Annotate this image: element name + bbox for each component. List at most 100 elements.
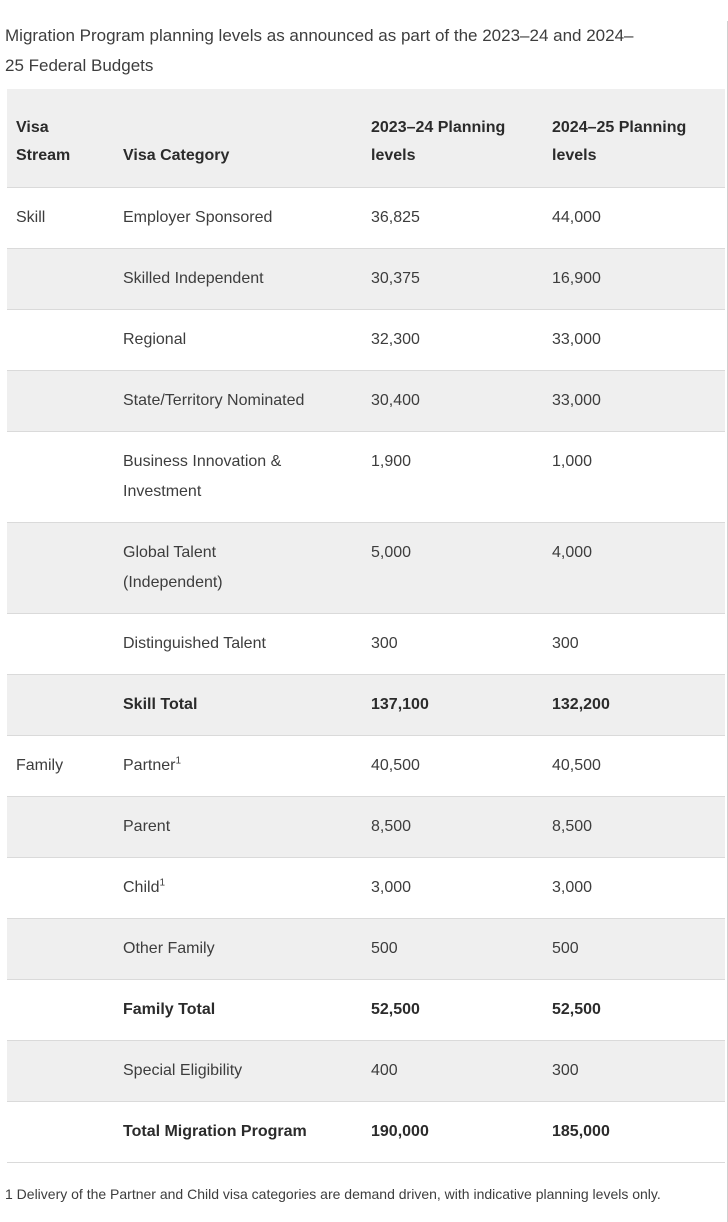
planning-level-2024-25: 44,000	[552, 209, 601, 226]
cell-visa-stream	[7, 858, 123, 919]
cell-visa-stream: Skill	[7, 188, 123, 249]
cell-visa-stream	[7, 675, 123, 736]
visa-category-label: Other Family	[123, 940, 215, 957]
cell-visa-stream	[7, 249, 123, 310]
migration-program-table: Visa Stream Visa Category 2023–24 Planni…	[7, 89, 725, 1163]
cell-2023-24-value: 8,500	[371, 797, 552, 858]
cell-2023-24-value: 3,000	[371, 858, 552, 919]
cell-visa-category: Other Family	[123, 919, 371, 980]
visa-category-label: Business Innovation & Investment	[123, 453, 282, 500]
visa-category-label: Special Eligibility	[123, 1062, 243, 1079]
planning-level-2023-24: 400	[371, 1062, 398, 1079]
visa-category-label: Global Talent (Independent)	[123, 544, 223, 591]
cell-visa-category: Skilled Independent	[123, 249, 371, 310]
visa-stream-label: Skill	[16, 209, 46, 226]
footnote: 1 Delivery of the Partner and Child visa…	[5, 1186, 661, 1202]
cell-2024-25-value: 132,200	[552, 675, 725, 736]
cell-visa-stream	[7, 919, 123, 980]
table-row: Distinguished Talent 300 300	[7, 613, 725, 675]
planning-level-2024-25: 52,500	[552, 1001, 601, 1018]
cell-2024-25-value: 3,000	[552, 858, 725, 919]
cell-2023-24-value: 40,500	[371, 736, 552, 797]
cell-visa-category: Global Talent (Independent)	[123, 523, 371, 614]
planning-levels-table: Visa Stream Visa Category 2023–24 Planni…	[7, 89, 725, 1163]
cell-2024-25-value: 16,900	[552, 249, 725, 310]
planning-level-2023-24: 1,900	[371, 453, 412, 470]
visa-category-label: Parent	[123, 818, 171, 835]
cell-2024-25-value: 300	[552, 614, 725, 675]
cell-2023-24-value: 137,100	[371, 675, 552, 736]
planning-level-2024-25: 3,000	[552, 879, 593, 896]
planning-level-2024-25: 500	[552, 940, 579, 957]
column-header-visa-category: Visa Category	[123, 147, 230, 164]
table-row: Total Migration Program 190,000 185,000	[7, 1101, 725, 1163]
table-row: Special Eligibility 400 300	[7, 1040, 725, 1102]
cell-visa-category: Family Total	[123, 980, 371, 1041]
cell-2023-24-value: 32,300	[371, 310, 552, 371]
cell-visa-category: Partner1	[123, 736, 371, 797]
page-title: Migration Program planning levels as ann…	[5, 26, 634, 75]
visa-category-label: Skilled Independent	[123, 270, 264, 287]
cell-2023-24-value: 1,900	[371, 432, 552, 523]
planning-level-2024-25: 4,000	[552, 544, 593, 561]
table-row: State/Territory Nominated 30,400 33,000	[7, 370, 725, 432]
cell-2024-25-value: 1,000	[552, 432, 725, 523]
planning-level-2023-24: 137,100	[371, 696, 429, 713]
visa-category-label: Family Total	[123, 1001, 216, 1018]
cell-visa-category: Employer Sponsored	[123, 188, 371, 249]
cell-visa-category: State/Territory Nominated	[123, 371, 371, 432]
planning-level-2023-24: 300	[371, 635, 398, 652]
column-header-visa-stream: Visa Stream	[16, 119, 71, 164]
cell-visa-category: Regional	[123, 310, 371, 371]
cell-visa-category: Business Innovation & Investment	[123, 432, 371, 523]
cell-2024-25-value: 52,500	[552, 980, 725, 1041]
cell-visa-category: Total Migration Program	[123, 1102, 371, 1163]
visa-category-label: State/Territory Nominated	[123, 392, 305, 409]
planning-level-2023-24: 30,375	[371, 270, 420, 287]
cell-2024-25-value: 4,000	[552, 523, 725, 614]
cell-2023-24-value: 30,400	[371, 371, 552, 432]
planning-level-2023-24: 3,000	[371, 879, 412, 896]
table-row: Skill Employer Sponsored 36,825 44,000	[7, 187, 725, 249]
planning-level-2023-24: 5,000	[371, 544, 412, 561]
planning-level-2023-24: 36,825	[371, 209, 420, 226]
table-row: Skill Total 137,100 132,200	[7, 674, 725, 736]
table-row: Child1 3,000 3,000	[7, 857, 725, 919]
visa-category-label: Child	[123, 879, 160, 896]
visa-category-label: Total Migration Program	[123, 1123, 307, 1140]
table-row: Global Talent (Independent) 5,000 4,000	[7, 522, 725, 614]
planning-level-2024-25: 8,500	[552, 818, 593, 835]
planning-level-2023-24: 52,500	[371, 1001, 420, 1018]
cell-2024-25-value: 500	[552, 919, 725, 980]
cell-visa-category: Special Eligibility	[123, 1041, 371, 1102]
column-header-2023-24-planning-levels: 2023–24 Planning levels	[371, 119, 506, 164]
planning-level-2023-24: 30,400	[371, 392, 420, 409]
column-header-2024-25-planning-levels: 2024–25 Planning levels	[552, 119, 687, 164]
table-row: Other Family 500 500	[7, 918, 725, 980]
planning-level-2023-24: 500	[371, 940, 398, 957]
visa-category-label: Skill Total	[123, 696, 198, 713]
cell-2023-24-value: 5,000	[371, 523, 552, 614]
planning-level-2024-25: 33,000	[552, 331, 601, 348]
cell-visa-stream	[7, 371, 123, 432]
cell-2023-24-value: 30,375	[371, 249, 552, 310]
cell-visa-category: Child1	[123, 858, 371, 919]
cell-2023-24-value: 36,825	[371, 188, 552, 249]
table-header: Visa Stream Visa Category 2023–24 Planni…	[7, 89, 725, 188]
table-row: Family Partner1 40,500 40,500	[7, 735, 725, 797]
visa-category-label: Employer Sponsored	[123, 209, 273, 226]
footnote-marker: 1	[175, 755, 182, 767]
cell-2023-24-value: 52,500	[371, 980, 552, 1041]
cell-visa-stream: Family	[7, 736, 123, 797]
cell-visa-stream	[7, 310, 123, 371]
header-row: Visa Stream Visa Category 2023–24 Planni…	[7, 89, 725, 188]
cell-2023-24-value: 400	[371, 1041, 552, 1102]
table-row: Family Total 52,500 52,500	[7, 979, 725, 1041]
cell-2023-24-value: 300	[371, 614, 552, 675]
cell-visa-stream	[7, 797, 123, 858]
cell-visa-category: Distinguished Talent	[123, 614, 371, 675]
planning-level-2024-25: 185,000	[552, 1123, 610, 1140]
planning-level-2024-25: 40,500	[552, 757, 601, 774]
table-row: Skilled Independent 30,375 16,900	[7, 248, 725, 310]
visa-category-label: Regional	[123, 331, 187, 348]
